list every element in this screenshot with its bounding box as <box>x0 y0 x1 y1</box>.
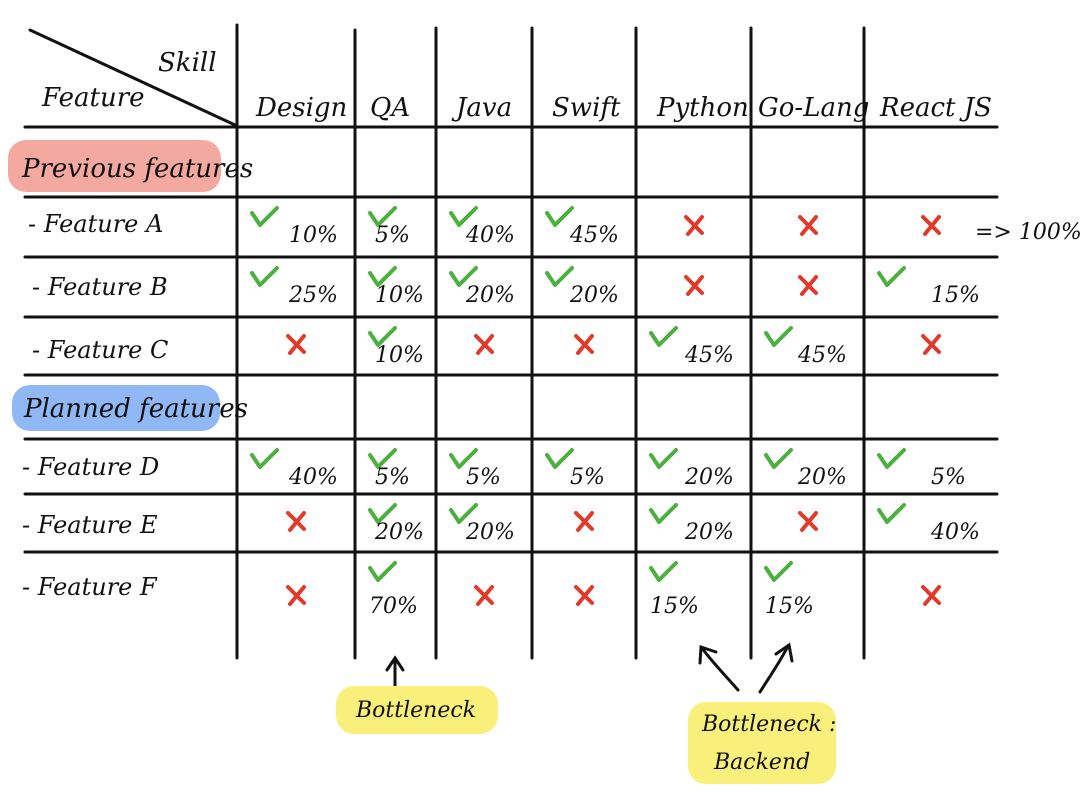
cell-percent-feature-e-java: 20% <box>466 520 515 545</box>
cross-icon <box>474 585 494 606</box>
row-label-feature-b: - Feature B <box>32 273 168 301</box>
skill-header-java: Java <box>456 93 513 123</box>
bottleneck-highlight-backend <box>688 702 836 784</box>
cell-percent-feature-d-swift: 5% <box>570 465 605 490</box>
cell-percent-feature-b-design: 25% <box>289 283 338 308</box>
cross-icon <box>286 511 306 532</box>
cell-percent-feature-c-python: 45% <box>685 343 734 368</box>
skill-header-design: Design <box>256 93 348 123</box>
section-title-planned: Planned features <box>24 394 248 424</box>
cross-icon <box>683 215 704 236</box>
section-highlight-planned <box>12 385 220 431</box>
check-icon <box>449 448 478 469</box>
skill-header-reactjs: React JS <box>880 93 992 123</box>
cross-icon <box>797 511 818 532</box>
check-icon <box>449 266 478 287</box>
check-icon <box>649 503 678 524</box>
bottleneck-label-qa: Bottleneck <box>356 698 476 723</box>
check-icon <box>250 266 279 287</box>
cross-icon <box>797 275 818 296</box>
check-icon <box>649 561 678 582</box>
cell-percent-feature-d-reactjs: 5% <box>931 465 966 490</box>
cell-percent-feature-d-python: 20% <box>685 465 734 490</box>
check-icon <box>250 448 279 469</box>
cross-icon <box>574 511 594 532</box>
cross-icon <box>286 334 306 355</box>
cell-percent-feature-d-qa: 5% <box>375 465 410 490</box>
cell-percent-feature-f-golang: 15% <box>765 594 814 619</box>
cross-icon <box>920 215 941 236</box>
skill-header-python: Python <box>657 93 749 123</box>
cross-icon <box>574 334 594 355</box>
row-label-feature-d: - Feature D <box>22 453 160 481</box>
section-highlight-previous <box>8 140 221 192</box>
cell-percent-feature-e-qa: 20% <box>375 520 424 545</box>
check-icon <box>877 503 906 524</box>
cell-percent-feature-d-java: 5% <box>466 465 501 490</box>
skill-header-swift: Swift <box>552 93 621 123</box>
check-icon <box>250 206 279 227</box>
check-icon <box>545 266 574 287</box>
cross-icon <box>920 334 941 355</box>
total-note: => 100% <box>975 220 1082 245</box>
check-icon <box>877 266 906 287</box>
cell-percent-feature-b-qa: 10% <box>375 283 424 308</box>
cell-percent-feature-e-python: 20% <box>685 520 734 545</box>
check-icon <box>877 448 906 469</box>
check-icon <box>368 503 397 524</box>
cell-percent-feature-b-java: 20% <box>466 283 515 308</box>
check-icon <box>368 448 397 469</box>
cross-icon <box>286 585 306 606</box>
check-icon <box>545 206 574 227</box>
cell-percent-feature-a-swift: 45% <box>570 223 619 248</box>
skill-header-qa: QA <box>370 93 411 123</box>
check-icon <box>649 448 678 469</box>
cell-percent-feature-f-qa: 70% <box>369 594 418 619</box>
cell-percent-feature-a-design: 10% <box>289 223 338 248</box>
check-icon <box>764 561 793 582</box>
cell-percent-feature-b-reactjs: 15% <box>931 283 980 308</box>
cell-percent-feature-d-golang: 20% <box>798 465 847 490</box>
cross-icon <box>574 585 594 606</box>
check-icon <box>545 448 574 469</box>
check-icon <box>368 326 397 347</box>
cell-percent-feature-a-qa: 5% <box>375 223 410 248</box>
row-label-feature-e: - Feature E <box>22 511 158 539</box>
arrow-to-python <box>698 644 740 692</box>
check-icon <box>649 326 678 347</box>
check-icon <box>449 503 478 524</box>
cell-percent-feature-f-python: 15% <box>650 594 699 619</box>
corner-skill-label: Skill <box>158 48 217 78</box>
corner-feature-label: Feature <box>42 83 145 113</box>
skill-header-golang: Go-Lang <box>758 93 870 123</box>
cross-icon <box>683 275 704 296</box>
check-icon <box>449 206 478 227</box>
cell-percent-feature-c-qa: 10% <box>375 343 424 368</box>
arrow-up-qa <box>385 655 405 690</box>
bottleneck-highlight-qa <box>336 686 498 734</box>
bottleneck-label-backend-line2: Backend <box>714 750 811 775</box>
cell-percent-feature-a-java: 40% <box>466 223 515 248</box>
check-icon <box>764 326 793 347</box>
check-icon <box>368 561 397 582</box>
cell-percent-feature-c-golang: 45% <box>798 343 847 368</box>
row-label-feature-f: - Feature F <box>22 573 157 601</box>
arrow-to-golang <box>758 642 794 694</box>
cross-icon <box>797 215 818 236</box>
cross-icon <box>920 585 941 606</box>
bottleneck-label-backend-line1: Bottleneck : <box>702 712 837 737</box>
cell-percent-feature-e-reactjs: 40% <box>931 520 980 545</box>
check-icon <box>368 266 397 287</box>
cell-percent-feature-b-swift: 20% <box>570 283 619 308</box>
check-icon <box>368 206 397 227</box>
cross-icon <box>474 334 494 355</box>
check-icon <box>764 448 793 469</box>
row-label-feature-a: - Feature A <box>28 210 164 238</box>
cell-percent-feature-d-design: 40% <box>289 465 338 490</box>
row-label-feature-c: - Feature C <box>32 336 169 364</box>
section-title-previous: Previous features <box>22 154 254 184</box>
